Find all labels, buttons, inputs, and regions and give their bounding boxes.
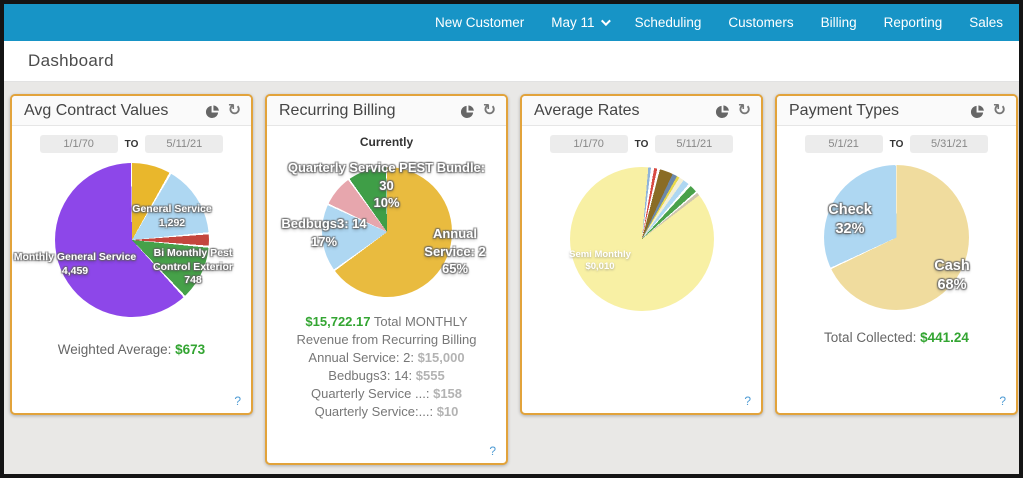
total-text: Total MONTHLY [373, 314, 468, 329]
panel-avg-contract-values: Avg Contract Values ↻ 1/1/70 TO 5/11/21 … [10, 94, 253, 415]
total-text-2: Revenue from Recurring Billing [296, 332, 477, 347]
nav-item-label: Customers [728, 15, 794, 30]
pie-slice-label: Monthly General Service 4,459 [13, 251, 137, 277]
panel-title: Avg Contract Values [24, 102, 169, 119]
payment-types-pie[interactable] [824, 165, 969, 310]
chevron-down-icon [600, 16, 611, 27]
panel-title: Recurring Billing [279, 102, 396, 119]
total-monthly-line: $15,722.17 Total MONTHLY [267, 313, 506, 331]
nav-item-billing[interactable]: Billing [821, 15, 857, 30]
panel-header: Avg Contract Values ↻ [12, 96, 251, 126]
line-amount: $10 [436, 404, 459, 419]
pie-slice-label: Annual Service: 2 65% [424, 226, 486, 277]
payment-types-chart: Check 32% Cash 68% [777, 165, 1016, 317]
line-label: Quarterly Service ...: [310, 386, 430, 401]
nav-date-dropdown[interactable]: May 11 [551, 15, 611, 30]
pie-slice-label: Bedbugs3: 14 17% [281, 216, 367, 249]
pie-slice-label: Check 32% [828, 202, 872, 237]
date-to-input[interactable]: 5/11/21 [655, 135, 734, 153]
revenue-line: Quarterly Service:...: $10 [267, 403, 506, 421]
pie-chart-icon[interactable] [460, 104, 475, 119]
weighted-average-summary: Weighted Average: $673 [12, 342, 251, 357]
period-label: Currently [359, 135, 414, 149]
revenue-line: Quarterly Service ...: $158 [267, 385, 506, 403]
pie-slice-label: Cash 68% [934, 258, 970, 293]
average-rates-chart: Semi Monthly $0,010 [522, 167, 761, 323]
panel-header: Payment Types ↻ [777, 96, 1016, 126]
refresh-icon[interactable]: ↻ [227, 102, 241, 119]
pie-slice-label: Semi Monthly $0,010 [569, 249, 631, 273]
recurring-billing-totals: $15,722.17 Total MONTHLY Revenue from Re… [267, 313, 506, 421]
nav-item-label: May 11 [551, 15, 595, 30]
recurring-billing-chart: Quarterly Service PEST Bundle: 30 10% Be… [267, 153, 506, 303]
recurring-billing-pie[interactable] [321, 167, 452, 297]
line-amount: $158 [433, 386, 463, 401]
pie-chart-icon[interactable] [715, 104, 730, 119]
line-amount: $15,000 [417, 350, 465, 365]
date-range-row: 5/1/21 TO 5/31/21 [777, 135, 1016, 153]
nav-item-label: Scheduling [634, 15, 702, 30]
avg-contract-values-pie[interactable] [54, 163, 209, 317]
average-rates-pie[interactable] [569, 167, 714, 311]
total-amount: $15,722.17 [305, 314, 371, 329]
date-from-input[interactable]: 5/1/21 [804, 135, 883, 153]
nav-item-label: Reporting [883, 15, 943, 30]
panel-average-rates: Average Rates ↻ 1/1/70 TO 5/11/21 Semi M… [520, 94, 763, 415]
top-nav: New Customer May 11 Scheduling Customers… [4, 4, 1019, 41]
panel-title: Payment Types [789, 102, 899, 119]
line-label: Annual Service: 2: [308, 350, 414, 365]
pie-slice-label: General Service 1,292 [132, 203, 212, 229]
nav-item-scheduling[interactable]: Scheduling [635, 15, 702, 30]
date-range-row: 1/1/70 TO 5/11/21 [522, 135, 761, 153]
refresh-icon[interactable]: ↻ [992, 102, 1006, 119]
pie-slice-label: Quarterly Service PEST Bundle: 30 10% [287, 160, 486, 211]
summary-label: Weighted Average: [57, 342, 172, 357]
panel-payment-types: Payment Types ↻ 5/1/21 TO 5/31/21 Check … [775, 94, 1018, 415]
nav-item-customers[interactable]: Customers [728, 15, 793, 30]
nav-item-label: Billing [820, 15, 857, 30]
date-from-input[interactable]: 1/1/70 [549, 135, 628, 153]
revenue-line: Annual Service: 2: $15,000 [267, 349, 506, 367]
help-link[interactable]: ? [999, 394, 1006, 408]
avg-contract-values-chart: General Service 1,292 Bi Monthly Pest Co… [12, 163, 251, 329]
refresh-icon[interactable]: ↻ [482, 102, 496, 119]
page-title: Dashboard [28, 51, 114, 70]
nav-item-label: New Customer [435, 15, 525, 30]
help-link[interactable]: ? [234, 394, 241, 408]
nav-item-reporting[interactable]: Reporting [884, 15, 943, 30]
dashboard-widgets: Avg Contract Values ↻ 1/1/70 TO 5/11/21 … [4, 82, 1019, 474]
nav-item-sales[interactable]: Sales [969, 15, 1003, 30]
date-range-row: 1/1/70 TO 5/11/21 [12, 135, 251, 153]
nav-item-label: Sales [969, 15, 1003, 30]
line-amount: $555 [415, 368, 445, 383]
page-title-bar: Dashboard [4, 41, 1019, 82]
date-to-label: TO [889, 138, 904, 150]
date-to-input[interactable]: 5/11/21 [145, 135, 224, 153]
date-to-input[interactable]: 5/31/21 [910, 135, 989, 153]
total-collected-summary: Total Collected: $441.24 [777, 330, 1016, 345]
pie-slice-label: Bi Monthly Pest Control Exterior 748 [153, 247, 233, 287]
line-label: Bedbugs3: 14: [328, 368, 413, 383]
date-to-label: TO [124, 138, 139, 150]
summary-label: Total Collected: [824, 330, 917, 345]
pie-chart-icon[interactable] [970, 104, 985, 119]
date-to-label: TO [634, 138, 649, 150]
summary-value: $441.24 [920, 330, 969, 345]
panel-header: Recurring Billing ↻ [267, 96, 506, 126]
date-from-input[interactable]: 1/1/70 [39, 135, 118, 153]
pie-chart-icon[interactable] [205, 104, 220, 119]
help-link[interactable]: ? [744, 394, 751, 408]
summary-value: $673 [175, 342, 206, 357]
panel-header: Average Rates ↻ [522, 96, 761, 126]
help-link[interactable]: ? [489, 444, 496, 458]
panel-title: Average Rates [534, 102, 640, 119]
refresh-icon[interactable]: ↻ [737, 102, 751, 119]
line-label: Quarterly Service:...: [314, 404, 434, 419]
nav-item-new-customer[interactable]: New Customer [435, 15, 524, 30]
panel-recurring-billing: Recurring Billing ↻ Currently Quarterly … [265, 94, 508, 465]
revenue-line: Bedbugs3: 14: $555 [267, 367, 506, 385]
